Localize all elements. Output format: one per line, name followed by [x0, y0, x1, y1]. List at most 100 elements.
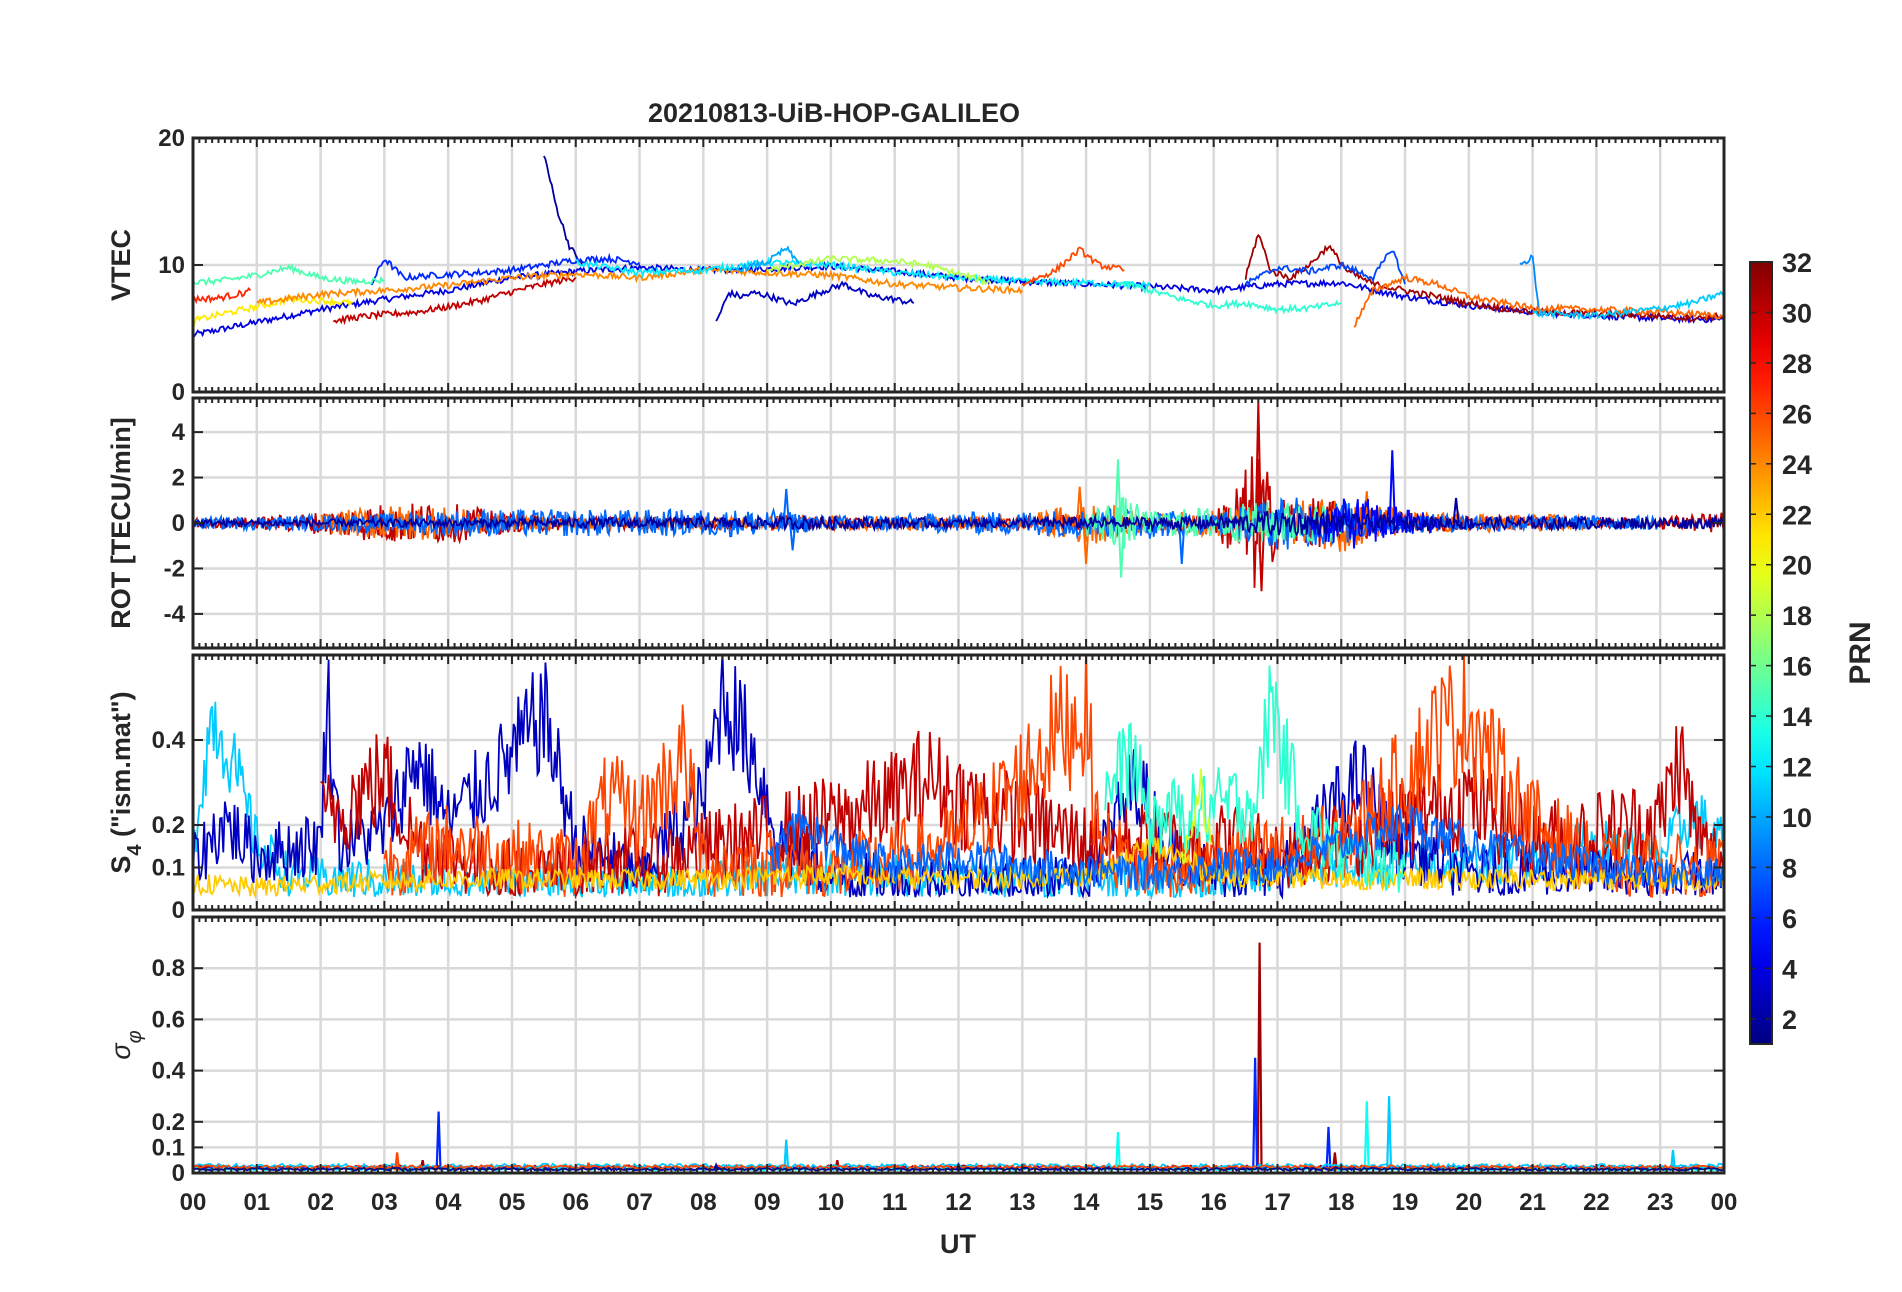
x-tick-label: 22: [1583, 1189, 1610, 1216]
colorbar-tick-label: 2: [1782, 1005, 1797, 1035]
x-tick-label: 01: [243, 1189, 270, 1216]
series-line-prn-11: [193, 701, 1724, 900]
x-tick-label: 11: [882, 1189, 907, 1216]
colorbar-tick-label: 6: [1782, 904, 1797, 934]
colorbar-tick-label: 14: [1782, 702, 1812, 732]
colorbar-tick-label: 16: [1782, 652, 1812, 682]
series-line-prn-15: [193, 262, 385, 287]
spike-prn-11: [1669, 1149, 1676, 1171]
colorbar-gradient: [1749, 261, 1773, 1045]
series-line-prn-26: [383, 655, 1724, 898]
grid-sigma_phi: [193, 917, 1724, 1173]
x-tick-label: 07: [626, 1189, 653, 1216]
colorbar-tick-label: 8: [1782, 853, 1797, 883]
chart-title: 20210813-UiB-HOP-GALILEO: [648, 98, 1020, 128]
y-tick-label: 0.6: [152, 1006, 185, 1033]
spike-prn-15: [1114, 459, 1122, 524]
series-line-prn-30: [193, 456, 1724, 588]
y-tick-label: 0.8: [152, 955, 185, 982]
series-line-prn-31: [1244, 233, 1724, 323]
spike-prn-11: [783, 1139, 790, 1171]
series-line-prn-11: [1532, 290, 1724, 321]
x-axis-label: UT: [940, 1229, 976, 1259]
spike-prn-11: [1386, 1096, 1393, 1171]
series-line-prn-14: [1117, 280, 1342, 315]
ticks-s4: [192, 655, 1725, 911]
series-line-prn-30: [332, 275, 577, 326]
x-tick-label: 21: [1519, 1189, 1546, 1216]
ticks-vtec: [192, 137, 1725, 393]
y-axis-label-sigma_phi: σφ: [106, 1030, 146, 1059]
x-tick-label: 03: [371, 1189, 398, 1216]
y-tick-label: -2: [164, 555, 185, 582]
x-axis: 00 01 02 03 04 05 06 07 08 09 10 11 12 13 14 15 16 17 18 19…: [180, 1189, 1738, 1216]
y-axis-label-s4: S4 ("ism.mat"): [106, 691, 146, 873]
series-line-prn-8: [766, 799, 1724, 891]
x-tick-label: 15: [1137, 1189, 1164, 1216]
x-tick-label: 02: [307, 1189, 334, 1216]
spike-prn-25: [1082, 522, 1090, 564]
panel-s4: 00.10.20.4S4 ("ism.mat"): [106, 653, 1726, 924]
x-tick-label: 23: [1647, 1189, 1674, 1216]
y-label-sub: 4: [124, 844, 146, 856]
spike-prn-26: [585, 1162, 592, 1171]
spike-prn-2: [713, 1162, 720, 1171]
spike-prn-15: [1117, 522, 1125, 578]
series-line-prn-9: [1519, 254, 1540, 311]
series-line-prn-3: [715, 280, 915, 322]
spike-prn-13: [1363, 1101, 1370, 1171]
spike-prn-8: [782, 488, 790, 524]
y-label-main: σ: [106, 1042, 136, 1060]
series-line-prn-6: [370, 252, 641, 286]
spike-prn-6: [435, 1111, 442, 1171]
panel-sigma_phi: 00.10.2 0.4 0.6 0.8 σφ: [106, 915, 1726, 1187]
spike-prn-6: [1325, 1126, 1332, 1171]
x-tick-label: 20: [1455, 1189, 1482, 1216]
y-tick-label: 0.4: [152, 1058, 186, 1085]
x-tick-label: 13: [1009, 1189, 1036, 1216]
series-s4: [193, 655, 1724, 900]
series-line-prn-21: [193, 294, 354, 327]
spike-prn-8: [789, 522, 797, 551]
x-tick-label: 19: [1392, 1189, 1419, 1216]
y-tick-label: 0.1: [152, 1134, 185, 1161]
panel-rot: -4 -2 0 2 4 ROT [TECU/min]: [106, 396, 1726, 650]
y-axis-label-rot: ROT [TECU/min]: [106, 417, 136, 628]
spike-prn-5: [1388, 450, 1396, 524]
y-tick-label: 0.4: [152, 727, 186, 754]
y-tick-label: 0.1: [152, 855, 185, 882]
series-line-prn-19: [1180, 768, 1213, 865]
y-label-sub: φ: [124, 1030, 146, 1043]
colorbar-tick-label: 32: [1782, 248, 1812, 278]
spike-prn-2: [1452, 497, 1460, 524]
y-tick-label: 0.2: [152, 1109, 185, 1136]
x-tick-label: 00: [1711, 1189, 1738, 1216]
spike-prn-26: [394, 1152, 401, 1171]
y-axis-label-vtec: VTEC: [106, 229, 136, 301]
x-tick-label: 10: [818, 1189, 845, 1216]
colorbar-tick-label: 30: [1782, 298, 1812, 328]
series-vtec: [193, 155, 1724, 338]
colorbar-tick-label: 22: [1782, 500, 1812, 530]
colorbar-tick-label: 26: [1782, 399, 1812, 429]
y-tick-label: 2: [172, 465, 185, 492]
series-line-prn-10: [734, 245, 800, 274]
series-line-prn-15: [1085, 496, 1343, 549]
series-rot: [193, 402, 1724, 592]
y-label-main: S: [106, 856, 136, 874]
x-tick-label: 08: [690, 1189, 717, 1216]
x-tick-label: 17: [1264, 1189, 1291, 1216]
spike-prn-13: [1114, 1131, 1121, 1171]
colorbar-tick-label: 4: [1782, 954, 1797, 984]
series-line-prn-27: [193, 287, 252, 305]
series-line-prn-22: [193, 835, 1724, 900]
series-line-prn-12: [575, 256, 1151, 291]
y-tick-label: 0.2: [152, 812, 185, 839]
y-label-rest: ("ism.mat"): [106, 691, 136, 844]
x-tick-label: 06: [562, 1189, 589, 1216]
colorbar-label: PRN: [1844, 621, 1877, 684]
x-tick-label: 05: [499, 1189, 526, 1216]
series-line-prn-18: [766, 254, 992, 286]
spike-prn-30: [1257, 522, 1266, 592]
